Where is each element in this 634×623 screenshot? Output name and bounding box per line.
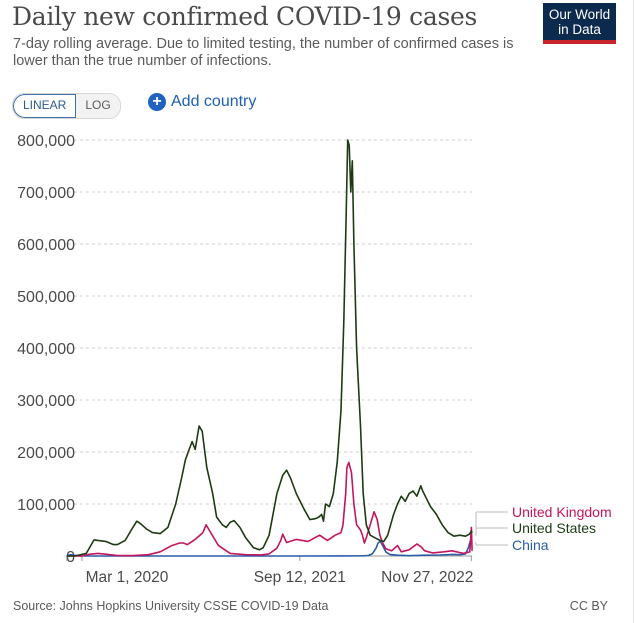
legend-label-united-kingdom[interactable]: United Kingdom — [512, 504, 612, 520]
log-scale-button[interactable]: LOG — [76, 94, 120, 118]
y-tick-label: 500,000 — [17, 289, 75, 306]
add-country-button[interactable]: + Add country — [148, 93, 256, 111]
x-tick-label: Mar 1, 2020 — [86, 569, 169, 586]
y-tick-label: 200,000 — [17, 445, 75, 462]
series-line-united-states — [66, 139, 473, 557]
y-tick-label: 800,000 — [17, 133, 75, 150]
owid-logo[interactable]: Our World in Data — [543, 3, 616, 44]
linear-scale-button[interactable]: LINEAR — [13, 94, 77, 118]
y-tick-label: 400,000 — [17, 341, 75, 358]
y-tick-label: 0 — [66, 549, 75, 566]
legend-connector — [475, 542, 508, 546]
logo-line-2: in Data — [558, 22, 601, 37]
source-note[interactable]: Source: Johns Hopkins University CSSE CO… — [13, 599, 329, 613]
scale-toggle: LINEAR LOG — [12, 93, 121, 119]
x-axis: Mar 1, 2020 Sep 12, 2021 Nov 27, 2022 — [66, 555, 473, 586]
add-country-label: Add country — [171, 93, 257, 110]
chart-subtitle: 7-day rolling average. Due to limited te… — [13, 36, 514, 69]
logo-line-1: Our World — [548, 7, 611, 22]
x-tick-label: Sep 12, 2021 — [254, 569, 346, 586]
plus-circle-icon: + — [148, 93, 166, 111]
x-tick-label: Nov 27, 2022 — [381, 569, 473, 586]
legend-label-china[interactable]: China — [512, 537, 549, 553]
y-tick-label: 300,000 — [17, 393, 75, 410]
legend-connector — [475, 511, 508, 528]
y-axis-labels: 0 100,000 200,000 300,000 400,000 500,000 600,… — [17, 133, 75, 566]
legend-label-united-states[interactable]: United States — [512, 520, 596, 536]
license-link[interactable]: CC BY — [569, 599, 608, 613]
grid-lines — [67, 139, 473, 505]
legend-connector — [475, 527, 508, 536]
y-tick-label: 700,000 — [17, 185, 75, 202]
line-chart: 0 100,000 200,000 300,000 400,000 500,000 600,… — [17, 133, 612, 586]
series-line-united-kingdom — [66, 461, 473, 557]
y-tick-label: 100,000 — [17, 497, 75, 514]
series-lines — [66, 139, 473, 557]
y-tick-label: 600,000 — [17, 237, 75, 254]
chart-title: Daily new confirmed COVID-19 cases — [12, 2, 478, 31]
